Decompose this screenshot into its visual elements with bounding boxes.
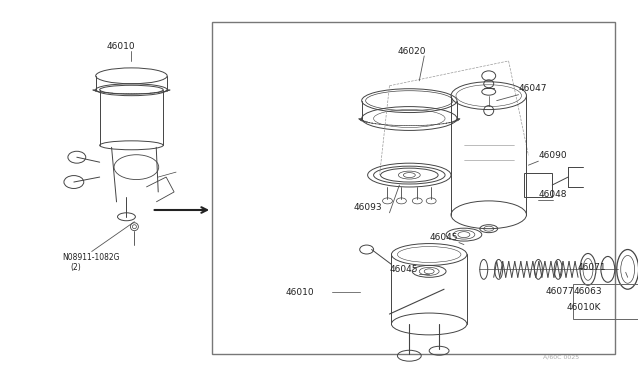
Bar [524, 173, 552, 197]
Bar [573, 284, 640, 319]
Bar [212, 22, 616, 354]
Text: 46093: 46093 [354, 203, 382, 212]
Text: 46071: 46071 [578, 263, 607, 272]
Text: 46020: 46020 [397, 46, 426, 55]
Text: 46010K: 46010K [566, 302, 601, 312]
Text: N08911-1082G: N08911-1082G [62, 253, 120, 262]
Text: 46063: 46063 [573, 287, 602, 296]
Text: 46048: 46048 [538, 190, 567, 199]
Text: 46010: 46010 [107, 42, 135, 51]
Text: 46090: 46090 [538, 151, 567, 160]
Text: 46047: 46047 [518, 84, 547, 93]
Text: 46077: 46077 [545, 287, 574, 296]
Text: A/60C 0025: A/60C 0025 [543, 354, 579, 359]
Text: 46010: 46010 [285, 288, 314, 297]
Text: 46045: 46045 [429, 233, 458, 242]
Text: (2): (2) [70, 263, 81, 272]
Text: 46045: 46045 [390, 265, 418, 274]
